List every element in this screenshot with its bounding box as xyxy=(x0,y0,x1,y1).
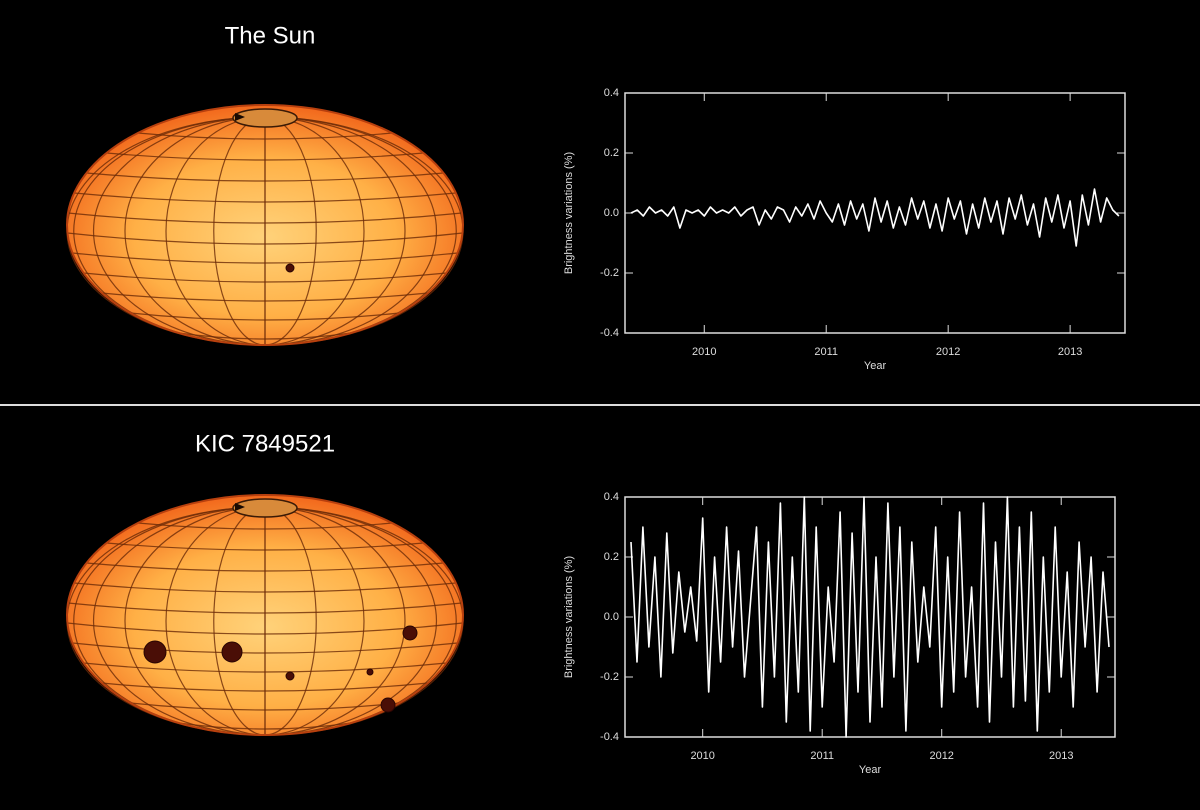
parallel xyxy=(74,582,456,593)
parallel xyxy=(106,152,424,161)
starspot xyxy=(285,263,295,273)
starspot xyxy=(143,640,167,664)
x-tick-label: 2013 xyxy=(1058,346,1082,358)
star-limb xyxy=(66,494,464,736)
parallel xyxy=(101,292,429,302)
y-tick-label: 0.0 xyxy=(604,207,619,219)
star-illustration xyxy=(66,104,464,346)
y-tick-label: 0.4 xyxy=(604,87,619,99)
parallel xyxy=(130,312,400,321)
starspot xyxy=(221,641,243,663)
parallel xyxy=(74,192,456,203)
x-tick-label: 2013 xyxy=(1049,750,1073,762)
pole-marker xyxy=(235,113,245,121)
data-line xyxy=(630,188,1120,247)
y-axis-label: Brightness variations (%) xyxy=(563,152,575,274)
parallel xyxy=(72,642,458,654)
polar-cap xyxy=(232,498,298,518)
parallel xyxy=(67,602,463,614)
pole-marker xyxy=(235,503,245,511)
y-tick-label: 0.2 xyxy=(604,551,619,563)
x-tick-label: 2010 xyxy=(692,346,716,358)
parallel xyxy=(86,172,444,182)
starspot xyxy=(366,668,374,676)
parallel xyxy=(178,332,352,340)
plot-frame xyxy=(624,496,1116,738)
parallel xyxy=(67,212,463,224)
parallel xyxy=(137,132,393,140)
star-limb xyxy=(66,104,464,346)
chart-title: The Sun xyxy=(225,22,316,49)
y-tick-label: -0.2 xyxy=(600,671,619,683)
parallel xyxy=(106,542,424,551)
parallel xyxy=(86,562,444,572)
star-illustration xyxy=(66,494,464,736)
starspot xyxy=(380,697,396,713)
x-tick-label: 2012 xyxy=(936,346,960,358)
y-axis-label: Brightness variations (%) xyxy=(563,556,575,678)
polar-cap xyxy=(232,108,298,128)
parallel xyxy=(101,682,429,692)
y-tick-label: -0.4 xyxy=(600,327,619,339)
y-tick-label: 0.0 xyxy=(604,611,619,623)
parallel xyxy=(137,522,393,530)
parallel xyxy=(83,662,447,673)
parallel xyxy=(130,702,400,711)
starspot xyxy=(402,625,418,641)
parallel xyxy=(67,232,463,245)
plot-frame xyxy=(624,92,1126,334)
y-tick-label: -0.4 xyxy=(600,731,619,743)
x-axis-label: Year xyxy=(864,360,887,372)
starspot xyxy=(285,671,295,681)
x-tick-label: 2012 xyxy=(929,750,953,762)
parallel xyxy=(83,272,447,283)
parallel xyxy=(178,722,352,730)
y-tick-label: -0.2 xyxy=(600,267,619,279)
data-line xyxy=(630,496,1110,738)
x-axis-label: Year xyxy=(859,764,882,776)
parallel xyxy=(72,252,458,264)
y-tick-label: 0.4 xyxy=(604,491,619,503)
x-tick-label: 2011 xyxy=(814,346,838,358)
x-tick-label: 2011 xyxy=(810,750,834,762)
x-tick-label: 2010 xyxy=(690,750,714,762)
y-tick-label: 0.2 xyxy=(604,147,619,159)
chart-title: KIC 7849521 xyxy=(195,430,335,457)
